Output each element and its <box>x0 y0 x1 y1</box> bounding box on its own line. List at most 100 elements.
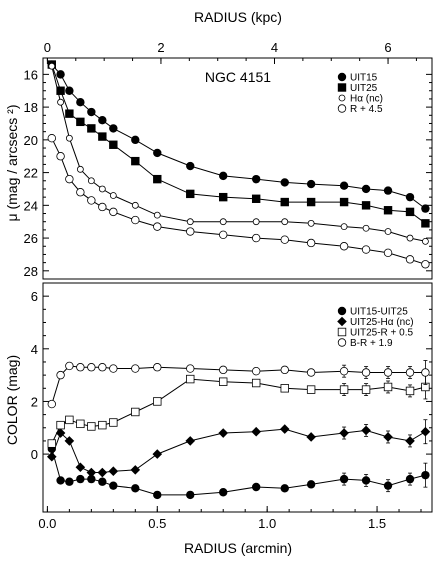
data-point <box>65 361 74 371</box>
data-point <box>406 234 414 242</box>
data-point <box>76 474 85 484</box>
y-tick-label: 26 <box>24 231 38 246</box>
data-point <box>87 474 96 484</box>
data-point <box>46 451 57 462</box>
data-point <box>252 218 260 226</box>
data-point <box>153 211 161 219</box>
legend-marker <box>337 316 347 327</box>
data-point <box>405 255 415 264</box>
y-tick-label: 24 <box>24 198 38 213</box>
data-point <box>219 365 228 375</box>
data-point <box>251 366 261 376</box>
data-point <box>153 397 162 406</box>
data-point <box>405 368 415 377</box>
data-point <box>109 418 118 427</box>
data-point <box>87 107 96 117</box>
data-point <box>186 364 195 373</box>
data-point <box>383 206 393 215</box>
data-point <box>109 140 118 149</box>
data-point <box>306 480 316 489</box>
data-point <box>405 192 415 202</box>
top-x-tick-label: 2 <box>157 40 164 55</box>
data-point <box>65 477 74 486</box>
data-point <box>383 248 393 258</box>
data-point <box>280 197 289 207</box>
y-tick-label: 16 <box>24 67 38 82</box>
legend-marker <box>337 327 347 337</box>
data-point <box>109 481 118 490</box>
y-tick-label: 0 <box>31 447 38 462</box>
x-axis-title: RADIUS (arcmin) <box>184 540 292 556</box>
legend-label: UIT25-R + 0.5 <box>350 328 414 339</box>
data-point <box>98 477 107 486</box>
series-uit15-uit25 <box>47 444 430 500</box>
data-point <box>251 174 261 184</box>
data-point <box>361 385 371 394</box>
legend-marker <box>337 83 347 92</box>
data-point <box>153 490 162 500</box>
series-uit25-r-0-5 <box>47 374 430 448</box>
data-point <box>98 202 107 212</box>
data-point <box>65 134 73 142</box>
data-point <box>306 197 316 207</box>
data-point <box>383 432 393 442</box>
data-point <box>186 490 195 500</box>
data-point <box>56 152 65 161</box>
data-point <box>76 419 85 429</box>
data-point <box>219 230 228 239</box>
data-point <box>131 215 140 225</box>
legend-label: UIT15 <box>350 73 378 84</box>
data-point <box>86 467 97 478</box>
data-point <box>340 223 348 231</box>
data-point <box>98 132 107 141</box>
y-tick-label: 2 <box>31 394 38 409</box>
data-point <box>361 184 371 194</box>
data-point <box>306 368 316 377</box>
data-point <box>383 186 393 195</box>
data-point <box>87 363 96 372</box>
data-point <box>219 377 228 386</box>
data-point <box>65 174 74 184</box>
data-point <box>405 207 415 217</box>
data-point <box>362 224 370 232</box>
data-point <box>56 370 65 380</box>
data-point <box>405 474 415 484</box>
data-point <box>131 135 140 145</box>
bottom-panel-y-title: COLOR (mag) <box>4 355 20 445</box>
x-tick-label: 1.5 <box>368 516 386 531</box>
data-point <box>76 117 85 127</box>
data-point <box>87 177 95 185</box>
data-point <box>186 218 194 226</box>
data-point <box>56 420 65 430</box>
data-point <box>280 235 289 244</box>
series-uit25-h-nc <box>46 419 431 478</box>
data-point <box>339 366 349 376</box>
top-panel-y-title: μ (mag / arcsecs ²) <box>4 105 20 222</box>
data-point <box>361 476 371 485</box>
top-x-tick-label: 4 <box>271 40 278 55</box>
data-point <box>339 474 349 484</box>
data-point <box>219 171 228 181</box>
data-point <box>251 233 261 243</box>
data-point <box>153 222 162 231</box>
data-point <box>384 228 392 235</box>
data-point <box>131 484 140 493</box>
legend-marker <box>337 306 347 316</box>
y-tick-label: 28 <box>24 264 38 279</box>
data-point <box>109 192 117 199</box>
data-point <box>109 124 118 133</box>
data-point <box>219 488 228 497</box>
data-point <box>279 424 290 434</box>
plot-frame <box>42 57 433 280</box>
data-point <box>97 467 108 478</box>
series-h-nc <box>48 62 429 245</box>
data-point <box>131 156 140 166</box>
legend-label: UIT25-Hα (nc) <box>350 317 414 328</box>
data-point <box>186 161 195 171</box>
data-point <box>76 188 85 197</box>
data-point <box>47 134 56 143</box>
data-point <box>131 364 140 373</box>
data-point <box>98 116 107 125</box>
